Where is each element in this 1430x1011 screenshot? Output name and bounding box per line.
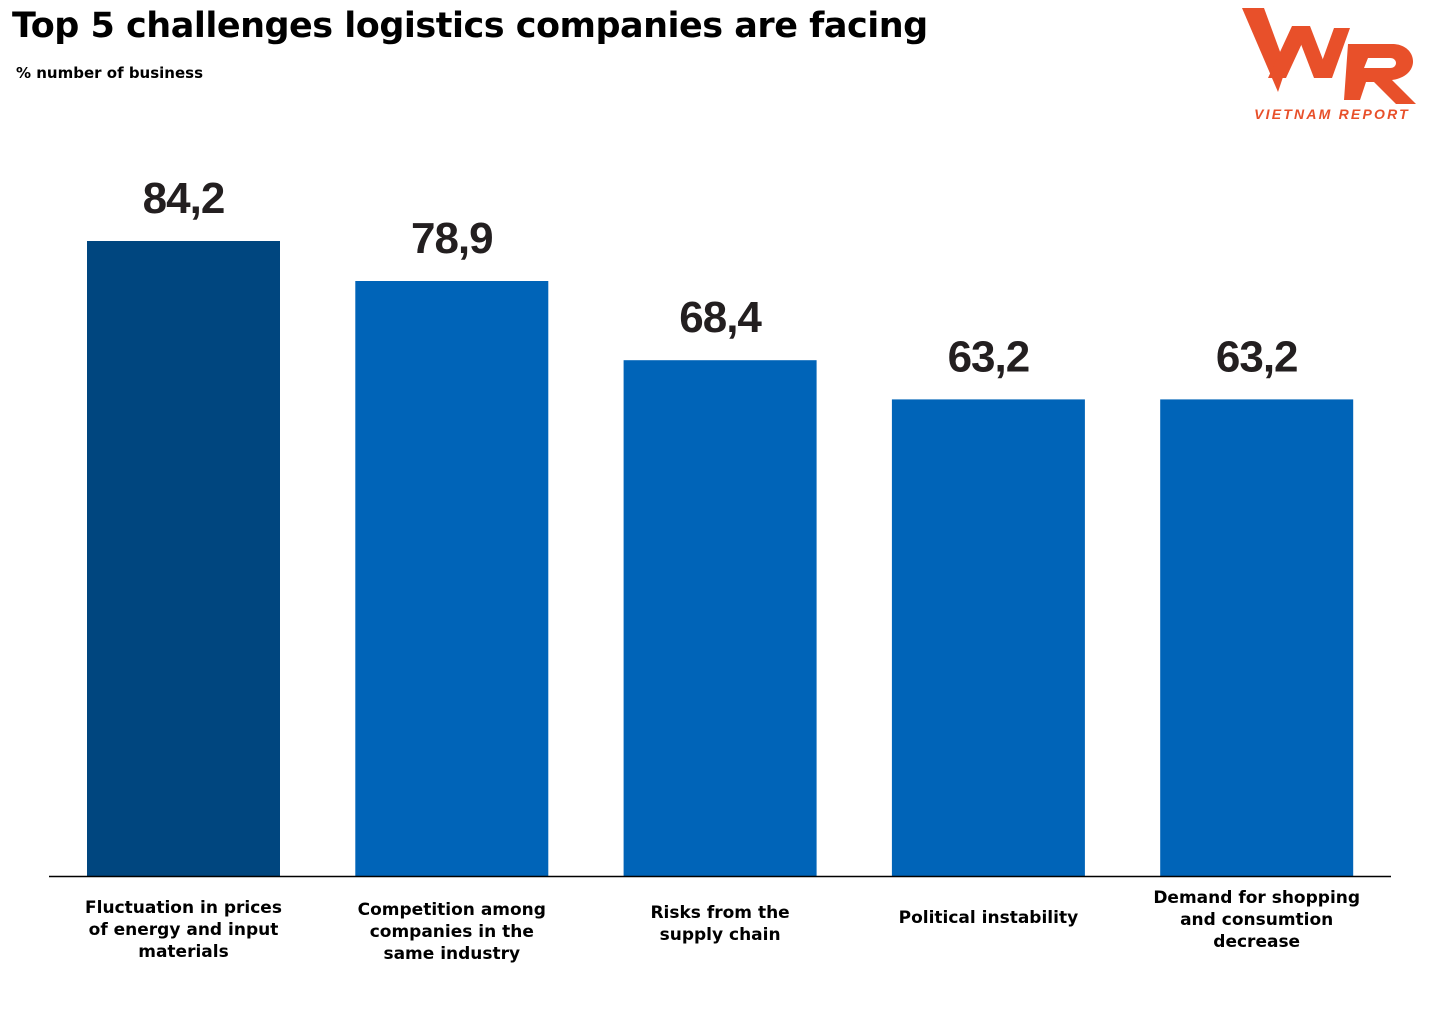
bar-5 — [1160, 399, 1354, 876]
chart-subtitle: % number of business — [16, 64, 204, 82]
bar-1 — [87, 241, 280, 876]
bar-2 — [355, 281, 549, 876]
category-label-5: Demand for shopping and consumtion decre… — [1153, 888, 1361, 952]
category-label-4: Political instability — [898, 908, 1079, 928]
value-label-2: 78,9 — [411, 214, 493, 263]
vietnam-report-logo: VIETNAM REPORT — [1242, 8, 1416, 122]
category-label-3: Risks from the supply chain — [650, 903, 790, 945]
bar-4 — [891, 399, 1085, 876]
bar-3 — [623, 360, 817, 876]
value-label-1: 84,2 — [143, 174, 225, 223]
logo-text: VIETNAM REPORT — [1254, 106, 1410, 122]
category-label-1: Fluctuation in prices of energy and inpu… — [85, 898, 282, 962]
value-label-4: 63,2 — [948, 332, 1030, 381]
chart-title: Top 5 challenges logistics companies are… — [12, 6, 928, 46]
value-label-5: 63,2 — [1216, 332, 1298, 381]
category-label-2: Competition among companies in the same … — [357, 900, 546, 964]
value-label-3: 68,4 — [679, 293, 762, 342]
